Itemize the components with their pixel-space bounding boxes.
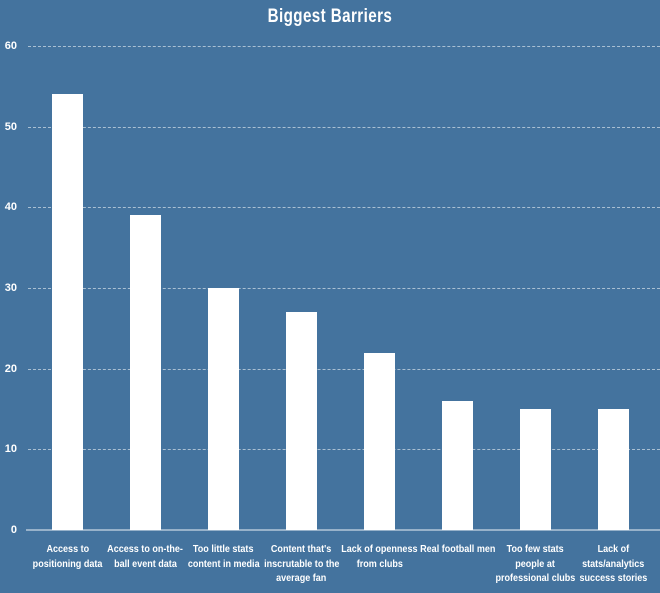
x-category-label-line: people at [515, 557, 556, 570]
gridline-50 [28, 126, 660, 128]
y-tick-label-40: 40 [4, 201, 17, 214]
gridline-10 [28, 449, 660, 451]
y-tick-label-20: 20 [4, 362, 17, 375]
x-axis-line [26, 529, 660, 531]
x-category-label-line: ball event data [114, 557, 177, 570]
x-category-label-line: stats/analytics [582, 557, 645, 570]
y-tick-label-30: 30 [4, 282, 17, 294]
gridline-60 [28, 46, 660, 47]
bar-3 [286, 312, 317, 530]
bar-5 [442, 400, 473, 530]
x-category-label-line: Content that's [271, 543, 332, 555]
x-category-label-line: Too few stats [506, 543, 565, 555]
x-category-label-line: Too little stats [193, 543, 254, 555]
bar-6 [520, 409, 551, 530]
gridline-40 [28, 207, 660, 209]
x-category-label-line: Lack of [597, 543, 630, 555]
y-tick-label-50: 50 [4, 120, 17, 133]
x-category-label-line: success stories [579, 572, 648, 584]
x-category-label-line: Real football men [419, 543, 496, 555]
gridline-30 [28, 288, 660, 289]
x-category-label-line: positioning data [32, 557, 103, 570]
y-tick-label-60: 60 [4, 40, 17, 52]
x-category-label-line: Access to [46, 543, 89, 555]
bar-7 [598, 409, 629, 530]
x-category-label-line: average fan [276, 572, 327, 584]
bar-2 [208, 288, 239, 530]
x-category-label-line: Access to on-the- [107, 543, 184, 555]
x-category-label-line: from clubs [356, 557, 403, 570]
y-tick-label-10: 10 [4, 443, 17, 456]
x-category-label-line: Lack of openness [341, 543, 418, 555]
x-category-label-line: inscrutable to the [263, 557, 340, 570]
bar-0 [52, 94, 83, 530]
chart-title-text: Biggest Barriers [267, 6, 393, 27]
y-tick-label-0: 0 [10, 524, 17, 536]
bar-1 [130, 215, 161, 530]
x-category-label-line: content in media [187, 557, 260, 570]
bar-4 [364, 352, 395, 530]
x-category-label-line: professional clubs [495, 572, 576, 584]
gridline-20 [28, 368, 660, 370]
chart-title: Biggest Barriers [0, 6, 660, 28]
